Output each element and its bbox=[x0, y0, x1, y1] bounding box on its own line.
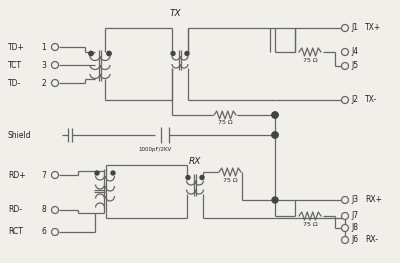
Text: J1: J1 bbox=[351, 23, 358, 33]
Text: RD+: RD+ bbox=[8, 170, 26, 180]
Text: 2: 2 bbox=[42, 78, 46, 88]
Text: TX+: TX+ bbox=[365, 23, 381, 33]
Text: J3: J3 bbox=[351, 195, 358, 205]
Circle shape bbox=[89, 51, 93, 56]
Text: Shield: Shield bbox=[8, 130, 32, 139]
Circle shape bbox=[186, 175, 190, 180]
Text: 75 Ω: 75 Ω bbox=[303, 58, 317, 63]
Circle shape bbox=[342, 225, 348, 231]
Circle shape bbox=[95, 171, 99, 175]
Circle shape bbox=[342, 236, 348, 244]
Text: RD-: RD- bbox=[8, 205, 22, 215]
Circle shape bbox=[272, 132, 278, 138]
Text: 75 Ω: 75 Ω bbox=[218, 119, 232, 124]
Circle shape bbox=[342, 213, 348, 220]
Text: 75 Ω: 75 Ω bbox=[223, 178, 237, 183]
Text: 75 Ω: 75 Ω bbox=[303, 221, 317, 226]
Circle shape bbox=[52, 62, 58, 68]
Text: J6: J6 bbox=[351, 235, 358, 245]
Text: TD+: TD+ bbox=[8, 43, 25, 52]
Circle shape bbox=[342, 24, 348, 32]
Text: J5: J5 bbox=[351, 62, 358, 70]
Text: 1: 1 bbox=[42, 43, 46, 52]
Text: J2: J2 bbox=[351, 95, 358, 104]
Circle shape bbox=[52, 43, 58, 50]
Circle shape bbox=[111, 171, 115, 175]
Circle shape bbox=[272, 132, 278, 138]
Text: 3: 3 bbox=[42, 60, 46, 69]
Circle shape bbox=[272, 112, 278, 118]
Text: TD-: TD- bbox=[8, 78, 21, 88]
Text: TX-: TX- bbox=[365, 95, 377, 104]
Circle shape bbox=[342, 63, 348, 69]
Circle shape bbox=[272, 112, 278, 118]
Text: 8: 8 bbox=[42, 205, 46, 215]
Text: J4: J4 bbox=[351, 48, 358, 57]
Circle shape bbox=[107, 51, 111, 56]
Text: RX-: RX- bbox=[365, 235, 378, 245]
Circle shape bbox=[342, 97, 348, 104]
Circle shape bbox=[342, 196, 348, 204]
Text: 1000pF/2KV: 1000pF/2KV bbox=[138, 146, 172, 151]
Circle shape bbox=[272, 197, 278, 203]
Circle shape bbox=[171, 52, 175, 55]
Circle shape bbox=[52, 171, 58, 179]
Text: J7: J7 bbox=[351, 211, 358, 220]
Text: RCT: RCT bbox=[8, 227, 23, 236]
Text: RX+: RX+ bbox=[365, 195, 382, 205]
Text: 7: 7 bbox=[42, 170, 46, 180]
Text: RX: RX bbox=[189, 158, 201, 166]
Text: J8: J8 bbox=[351, 224, 358, 232]
Circle shape bbox=[342, 48, 348, 55]
Circle shape bbox=[52, 229, 58, 235]
Text: TX: TX bbox=[169, 9, 181, 18]
Circle shape bbox=[185, 52, 189, 55]
Circle shape bbox=[52, 206, 58, 214]
Text: TCT: TCT bbox=[8, 60, 22, 69]
Circle shape bbox=[52, 79, 58, 87]
Circle shape bbox=[200, 175, 204, 180]
Text: 6: 6 bbox=[42, 227, 46, 236]
